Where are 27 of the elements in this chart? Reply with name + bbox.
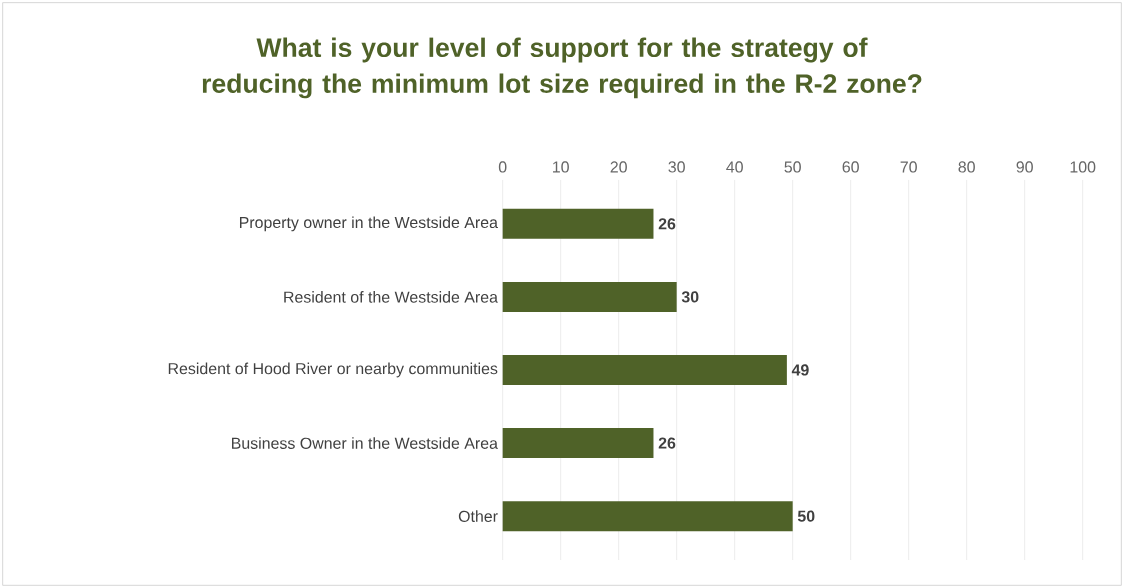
x-tick-label: 30: [668, 161, 685, 173]
bar: [502, 281, 677, 312]
x-tick-label: 80: [958, 161, 975, 173]
data-label: 30: [681, 291, 699, 303]
chart-title: What is your level of support for the strategy of reducing the minimum lot size required in the R-2 zone?: [202, 37, 922, 99]
y-tick-label: Property owner in the Westside Area: [239, 216, 498, 232]
x-tick-label: 10: [553, 161, 569, 173]
bar: [502, 501, 793, 532]
data-label: 49: [791, 364, 809, 376]
x-tick-label: 100: [1070, 161, 1096, 173]
x-tick-label: 0: [498, 161, 507, 173]
x-tick-label: 20: [610, 161, 627, 173]
bar: [502, 428, 654, 459]
y-tick-label: Business Owner in the Westside Area: [232, 437, 498, 449]
data-label: 26: [658, 218, 676, 230]
y-tick-label: Resident of the Westside Area: [284, 291, 498, 303]
x-tick-label: 50: [784, 161, 801, 173]
data-label: 50: [797, 510, 815, 522]
bar: [502, 208, 654, 239]
x-tick-label: 90: [1016, 161, 1033, 173]
x-tick-label: 60: [842, 161, 859, 173]
y-tick-label: Other: [458, 510, 498, 522]
x-tick-label: 70: [900, 161, 917, 173]
bar: [502, 354, 787, 385]
x-tick-label: 40: [726, 161, 743, 173]
y-tick-label: Resident of Hood River or nearby communities: [168, 362, 498, 378]
data-label: 26: [658, 437, 676, 449]
